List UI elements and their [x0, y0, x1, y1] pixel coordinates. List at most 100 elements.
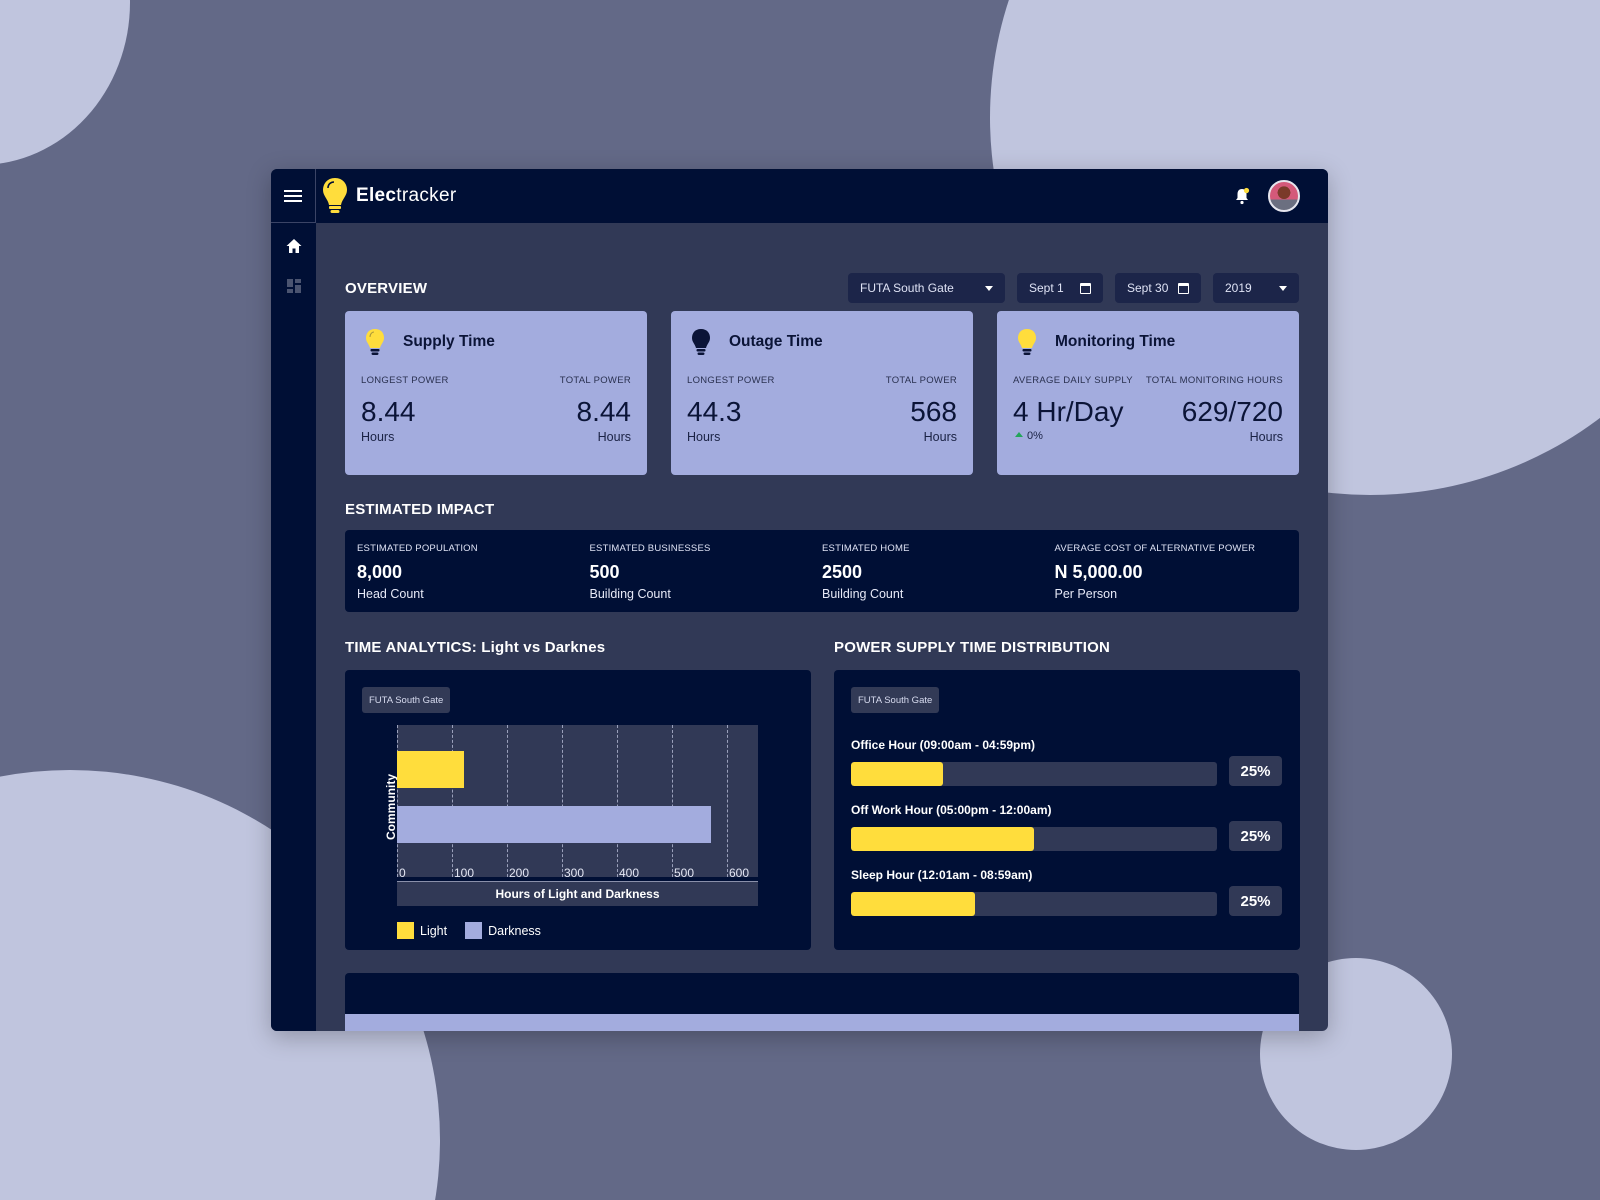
dashboard-icon[interactable]	[285, 277, 303, 295]
menu-button[interactable]	[271, 169, 316, 223]
calendar-icon	[1178, 282, 1189, 294]
gridline	[452, 725, 453, 877]
bar-light[interactable]	[397, 751, 465, 788]
x-tick-label: 400	[619, 866, 640, 880]
gridline	[672, 725, 673, 877]
impact-value: 500	[589, 562, 620, 582]
card-label: LONGEST POWER	[361, 375, 449, 386]
card-value: 8.44	[361, 396, 416, 427]
distribution-label: Office Hour (09:00am - 04:59pm)	[851, 738, 1036, 752]
impact-sub: Building Count	[589, 587, 671, 601]
distribution-label: Off Work Hour (05:00pm - 12:00am)	[851, 803, 1052, 817]
card-title: Monitoring Time	[1055, 333, 1176, 350]
x-tick-label: 500	[674, 866, 695, 880]
card-title: Outage Time	[729, 333, 823, 350]
percent-badge: 25%	[1229, 886, 1282, 916]
location-tag: FUTA South Gate	[851, 687, 940, 713]
top-bar: Electracker	[271, 169, 1328, 223]
lightbulb-logo-icon	[323, 178, 347, 213]
app-name: Electracker	[356, 185, 456, 207]
legend-label: Light	[420, 923, 448, 938]
bar-darkness[interactable]	[397, 806, 712, 843]
card-unit: Hours	[361, 430, 395, 445]
chart-legend: Light Darkness	[397, 922, 559, 939]
overview-title: OVERVIEW	[345, 279, 428, 297]
impact-item: ESTIMATED HOME 2500 Building Count	[822, 543, 1055, 601]
end-date-picker[interactable]: Sept 30	[1115, 273, 1201, 303]
impact-item: AVERAGE COST OF ALTERNATIVE POWER N 5,00…	[1054, 543, 1288, 601]
progress-track	[851, 827, 1217, 851]
percent-badge: 25%	[1229, 756, 1282, 786]
card-label: LONGEST POWER	[687, 375, 775, 386]
legend-label: Darkness	[488, 923, 541, 938]
x-tick-label: 300	[564, 866, 585, 880]
gridline	[617, 725, 618, 877]
gridline	[727, 725, 728, 877]
caret-down-icon	[1279, 285, 1287, 291]
distribution-label: Sleep Hour (12:01am - 08:59am)	[851, 868, 1033, 882]
app-window: Electracker OVERVIEW FUTA South Gate	[271, 169, 1328, 1031]
bell-icon[interactable]	[1234, 187, 1250, 205]
year-select[interactable]: 2019	[1213, 273, 1299, 303]
card-label: TOTAL POWER	[885, 375, 957, 386]
app-logo[interactable]: Electracker	[322, 177, 456, 215]
user-avatar[interactable]	[1268, 180, 1300, 212]
outage-time-card: Outage Time LONGEST POWER 44.3 Hours TOT…	[671, 311, 973, 475]
year-value: 2019	[1225, 281, 1252, 295]
lightbulb-icon	[366, 329, 384, 355]
monitoring-time-card: Monitoring Time AVERAGE DAILY SUPPLY 4 H…	[997, 311, 1299, 475]
impact-value: N 5,000.00	[1054, 562, 1143, 582]
card-unit: Hours	[1249, 430, 1283, 445]
location-value: FUTA South Gate	[860, 281, 954, 295]
trend-value: 0%	[1027, 430, 1043, 443]
impact-item: ESTIMATED POPULATION 8,000 Head Count	[357, 543, 590, 601]
lightbulb-icon	[1018, 329, 1036, 355]
progress-fill	[851, 762, 943, 786]
impact-label: AVERAGE COST OF ALTERNATIVE POWER	[1054, 543, 1256, 554]
app-name-bold: Elec	[356, 185, 397, 206]
impact-label: ESTIMATED POPULATION	[357, 543, 478, 554]
legend-swatch-light	[397, 922, 414, 939]
x-tick-label: 100	[454, 866, 475, 880]
impact-panel: ESTIMATED POPULATION 8,000 Head Count ES…	[345, 530, 1299, 612]
start-date-value: Sept 1	[1029, 281, 1064, 295]
impact-label: ESTIMATED BUSINESSES	[589, 543, 711, 554]
impact-sub: Building Count	[822, 587, 904, 601]
card-title: Supply Time	[403, 333, 495, 350]
filter-bar: FUTA South Gate Sept 1 Sept 30 2019	[848, 273, 1299, 303]
overview-cards: Supply Time LONGEST POWER 8.44 Hours TOT…	[345, 311, 1299, 475]
legend-item-light: Light	[397, 922, 447, 939]
x-axis-label: Hours of Light and Darkness	[397, 882, 758, 906]
distribution-panel: FUTA South Gate Office Hour (09:00am - 0…	[834, 670, 1300, 950]
background-blob	[0, 0, 130, 165]
impact-label: ESTIMATED HOME	[822, 543, 910, 554]
home-icon[interactable]	[285, 237, 303, 255]
app-name-rest: tracker	[396, 185, 457, 206]
gridline	[507, 725, 508, 877]
progress-track	[851, 892, 1217, 916]
card-value: 629/720	[1181, 396, 1283, 427]
start-date-picker[interactable]: Sept 1	[1017, 273, 1103, 303]
impact-value: 2500	[822, 562, 863, 582]
card-unit: Hours	[923, 430, 957, 445]
percent-badge: 25%	[1229, 821, 1282, 851]
card-unit: Hours	[687, 430, 721, 445]
progress-track	[851, 762, 1217, 786]
progress-fill	[851, 892, 976, 916]
supply-time-card: Supply Time LONGEST POWER 8.44 Hours TOT…	[345, 311, 647, 475]
x-tick-label: 600	[729, 866, 750, 880]
location-select[interactable]: FUTA South Gate	[848, 273, 1005, 303]
calendar-icon	[1080, 282, 1091, 294]
card-value: 568	[910, 396, 957, 427]
card-value: 44.3	[687, 396, 742, 427]
card-label: TOTAL MONITORING HOURS	[1145, 375, 1283, 386]
end-date-value: Sept 30	[1127, 281, 1169, 295]
card-value: 4 Hr/Day	[1013, 396, 1124, 427]
trend-indicator: 0%	[1013, 430, 1133, 442]
card-label: TOTAL POWER	[559, 375, 631, 386]
card-value: 8.44	[576, 396, 632, 427]
distribution-row: Sleep Hour (12:01am - 08:59am) 25%	[851, 868, 1283, 916]
lightbulb-off-icon	[692, 329, 710, 355]
bottom-panel-header	[345, 1014, 1299, 1031]
distribution-row: Off Work Hour (05:00pm - 12:00am) 25%	[851, 803, 1283, 851]
